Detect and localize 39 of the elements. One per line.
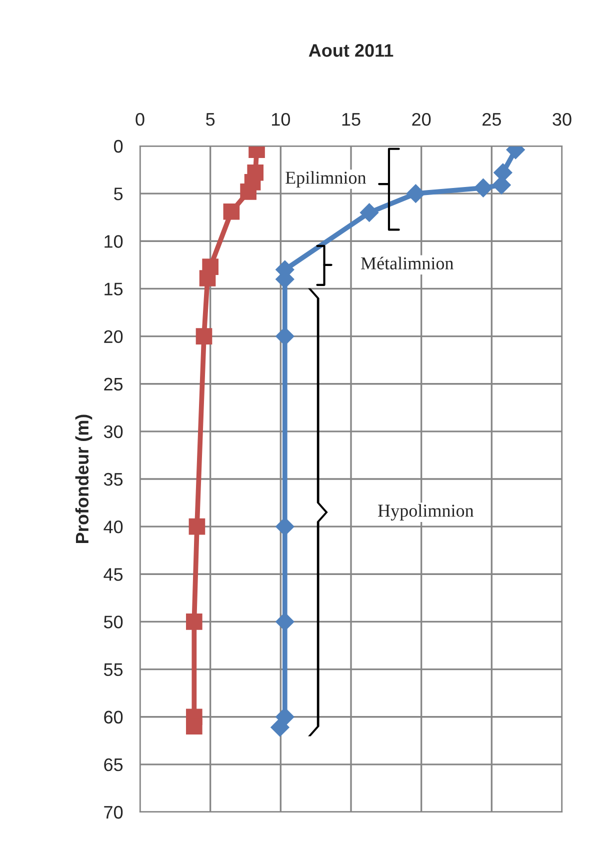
point xyxy=(188,518,206,535)
y-tick-label: 65 xyxy=(104,758,123,772)
y-tick-label: 25 xyxy=(104,378,123,391)
y-tick-label: 5 xyxy=(114,188,123,200)
point xyxy=(199,270,216,286)
y-tick-label: 0 xyxy=(114,140,123,153)
y-tick-label: 30 xyxy=(104,425,123,438)
y-tick-label: 60 xyxy=(104,710,123,724)
point xyxy=(223,203,240,220)
y-tick-label: 15 xyxy=(104,282,123,296)
x-tick-label: 30 xyxy=(552,112,572,126)
point xyxy=(276,517,294,536)
y-tick-label: 45 xyxy=(104,568,123,581)
annotation: Métalimnion xyxy=(361,256,454,270)
point xyxy=(270,718,290,737)
point xyxy=(406,184,426,203)
x-tick-label: 20 xyxy=(412,112,431,126)
point xyxy=(196,328,212,344)
y-tick-label: 10 xyxy=(104,235,123,248)
point xyxy=(360,203,379,222)
x-tick-label: 0 xyxy=(136,112,144,126)
y-tick-label: 40 xyxy=(104,520,123,534)
y-tick-label: 35 xyxy=(104,472,123,486)
x-tick-label: 15 xyxy=(342,113,360,126)
annotation: Epilimnion xyxy=(286,171,366,188)
x-tick-label: 10 xyxy=(272,112,290,126)
y-tick-label: 70 xyxy=(104,806,123,819)
point xyxy=(240,184,256,200)
point xyxy=(186,718,202,735)
y-tick-label: 50 xyxy=(104,616,123,628)
y-axis-title: Profondeur (m) xyxy=(75,414,92,543)
point xyxy=(186,614,202,630)
y-tick-label: 55 xyxy=(104,663,123,676)
x-tick-label: 25 xyxy=(482,112,501,126)
annotation: Hypolimnion xyxy=(378,504,474,521)
x-tick-label: 5 xyxy=(206,113,215,126)
point xyxy=(474,178,493,198)
chart-title: Aout 2011 xyxy=(308,44,394,57)
y-tick-label: 20 xyxy=(104,330,123,344)
